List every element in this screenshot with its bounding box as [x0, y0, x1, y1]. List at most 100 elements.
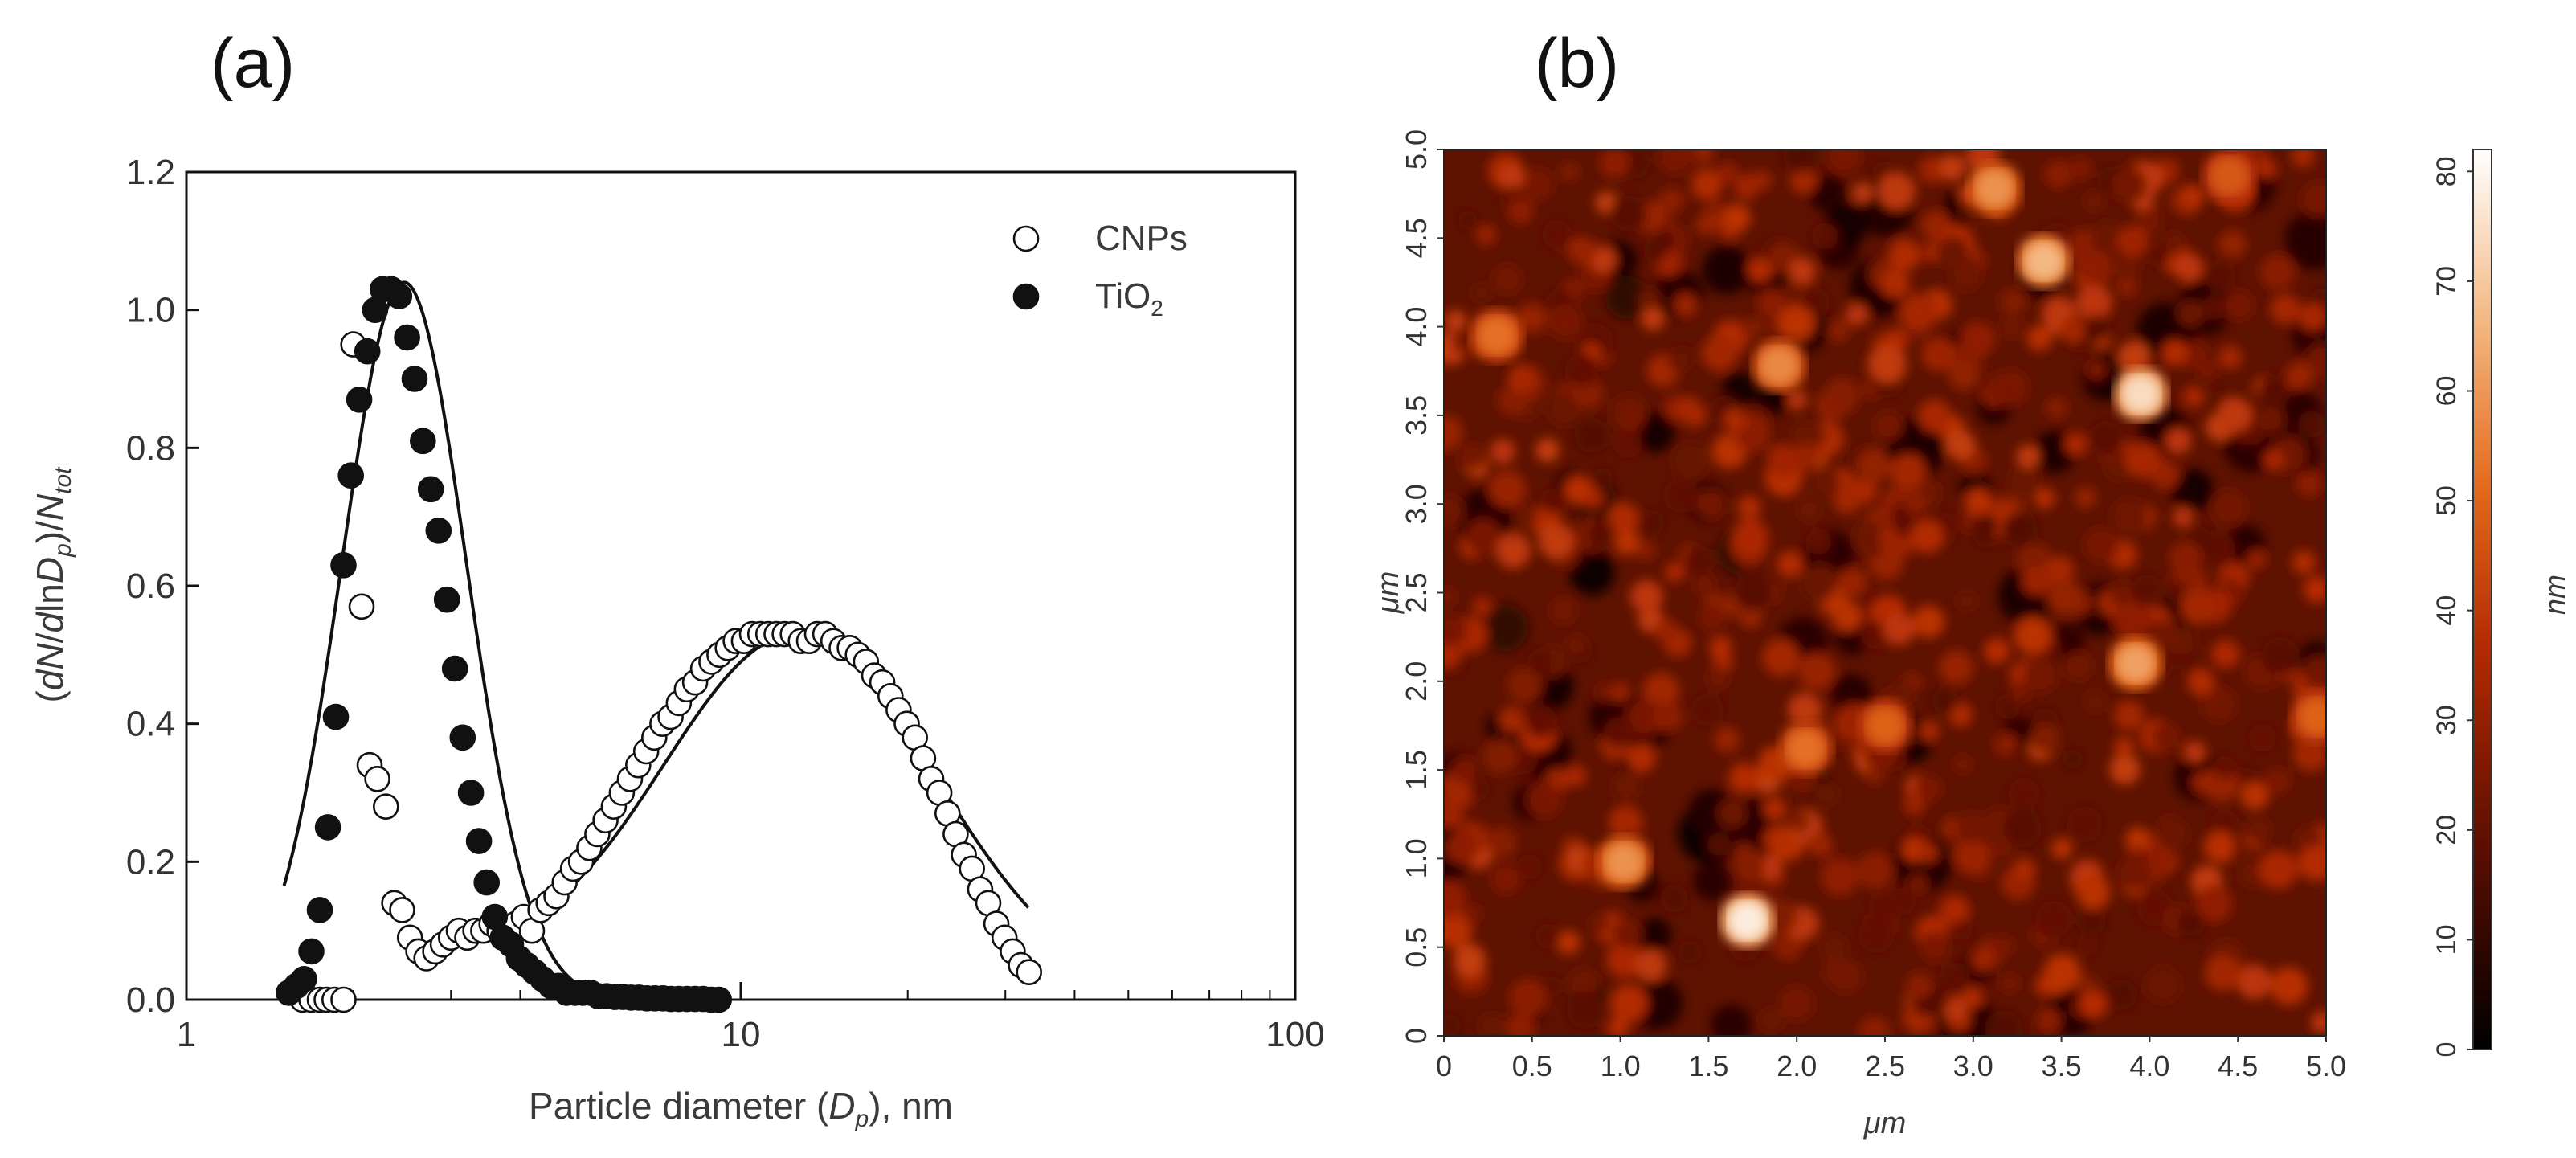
afm-grain	[1495, 533, 1531, 569]
afm-grain	[2291, 149, 2315, 168]
tio2-point	[394, 324, 420, 351]
afm-grain	[1507, 364, 1536, 393]
afm-grain	[1960, 321, 1996, 358]
afm-grain	[1964, 488, 1993, 516]
afm-grain	[1778, 985, 1814, 1021]
afm-grain	[2248, 723, 2277, 752]
y-tick-label: 0.4	[126, 705, 175, 744]
afm-particle-core	[2024, 242, 2063, 280]
afm-grain	[2083, 314, 2111, 342]
afm-grain	[1948, 359, 1979, 391]
afm-grain	[1919, 931, 1950, 963]
afm-grain	[1918, 155, 1947, 184]
x-axis-title: Particle diameter (Dp), nm	[529, 1085, 953, 1132]
afm-grain	[1472, 596, 1493, 617]
afm-grain	[2197, 360, 2218, 381]
afm-grain	[1758, 1008, 1784, 1033]
afm-grain	[1568, 236, 1597, 264]
afm-grain	[1789, 166, 1818, 194]
afm-grain	[1939, 894, 1971, 927]
afm-grain	[1607, 1017, 1630, 1036]
y-tick-label: 1.2	[126, 153, 175, 192]
tio2-point	[346, 386, 373, 413]
afm-grain	[1707, 833, 1731, 856]
afm-y-tick-label: 4.0	[1400, 307, 1433, 347]
panel-label-b: (b)	[1535, 25, 1619, 102]
afm-grain	[2083, 689, 2107, 713]
afm-grain	[1556, 931, 1580, 955]
afm-x-tick-label: 1.0	[1601, 1050, 1641, 1082]
afm-grain	[1912, 605, 1945, 638]
afm-grain	[1789, 257, 1817, 284]
afm-grain	[1808, 833, 1834, 857]
afm-grain	[2240, 781, 2269, 810]
afm-grain	[2002, 511, 2038, 548]
y-tick-label: 0.8	[126, 428, 175, 468]
afm-grain	[1458, 210, 1478, 230]
colorbar-tick-label: 10	[2431, 925, 2462, 955]
afm-particle-core	[2298, 697, 2326, 736]
afm-grain	[2285, 362, 2313, 390]
afm-grain	[1856, 448, 1891, 483]
colorbar-tick-label: 40	[2431, 595, 2462, 626]
afm-grain	[1673, 293, 1699, 317]
afm-grain	[1766, 443, 1801, 477]
afm-grain	[2259, 254, 2296, 290]
y-axis-ticks: 0.0 0.2 0.4 0.6 0.8 1.0 1.2	[126, 153, 199, 1020]
afm-grain	[1891, 681, 1916, 706]
afm-grain	[2088, 420, 2124, 456]
afm-grain	[2136, 208, 2163, 234]
afm-grain	[2165, 428, 2192, 454]
afm-grain	[2014, 858, 2036, 881]
afm-grain	[1828, 959, 1863, 994]
afm-grain	[1797, 497, 1822, 522]
tio2-point	[401, 366, 428, 392]
tio2-fit-curve	[282, 280, 662, 1001]
afm-grain	[1740, 317, 1762, 339]
afm-grain	[2078, 907, 2106, 935]
afm-grain	[2022, 567, 2051, 596]
afm-grain	[1867, 891, 1899, 923]
cnps-point	[330, 986, 357, 1013]
tio2-point	[705, 986, 733, 1013]
afm-particle-core	[1866, 706, 1904, 745]
afm-grain	[2270, 294, 2300, 325]
afm-grain	[1542, 219, 1572, 250]
afm-grain	[1701, 334, 1739, 372]
afm-x-tick-label: 4.5	[2218, 1050, 2258, 1082]
x-axis-ticks: 1 10 100	[177, 982, 1325, 1054]
afm-grain	[1955, 811, 1988, 844]
afm-grain	[2152, 722, 2181, 752]
tio2-point	[330, 551, 357, 579]
afm-grain	[1906, 972, 1933, 1000]
afm-dark-spot	[1629, 977, 1683, 1030]
afm-grain	[1608, 502, 1639, 534]
afm-grain	[2169, 541, 2202, 575]
afm-grain	[1777, 550, 1804, 578]
afm-dark-spot	[1711, 1005, 1752, 1036]
afm-grain	[1565, 634, 1587, 656]
afm-grain	[1917, 399, 1951, 432]
afm-grain	[1634, 949, 1667, 982]
afm-grain	[1658, 149, 1693, 174]
afm-grain	[2079, 251, 2115, 286]
afm-grain	[1780, 305, 1815, 342]
afm-grain	[2026, 325, 2052, 351]
afm-grain	[1939, 650, 1974, 685]
y-tick-label: 0.6	[126, 567, 175, 606]
afm-particle-core	[2116, 644, 2155, 683]
afm-grain	[2113, 700, 2145, 730]
afm-grain	[1654, 619, 1679, 644]
afm-grain	[2036, 1008, 2062, 1033]
afm-y-tick-label: 0.5	[1400, 927, 1433, 968]
afm-grain	[1527, 649, 1552, 674]
tio2-point	[425, 517, 452, 544]
afm-grain	[1444, 309, 1466, 332]
afm-grain	[1993, 733, 2018, 756]
afm-grain	[2247, 549, 2267, 570]
afm-particle-core	[1477, 316, 1516, 355]
tio2-point	[409, 428, 436, 455]
afm-grain	[1535, 923, 1560, 949]
afm-grain	[1564, 475, 1593, 505]
colorbar-tick-label: 70	[2431, 266, 2462, 297]
